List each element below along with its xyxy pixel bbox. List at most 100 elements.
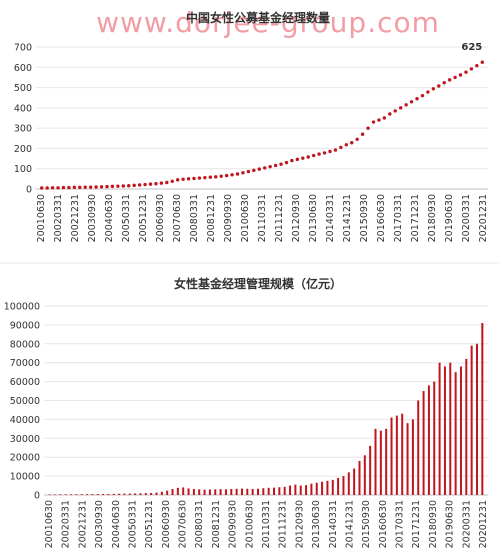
x-tick-label: 20201231 <box>478 500 489 548</box>
data-point <box>431 87 436 91</box>
data-point <box>252 168 256 173</box>
bar <box>48 494 51 496</box>
y-tick-label: 90000 <box>10 320 40 331</box>
data-point <box>344 143 349 147</box>
data-point <box>154 182 158 186</box>
data-point <box>99 185 104 189</box>
x-tick-label: 20110331 <box>257 194 268 242</box>
bar <box>80 494 83 495</box>
y-tick-label: 400 <box>14 103 32 114</box>
bar <box>267 487 270 495</box>
data-point <box>214 175 218 179</box>
bar <box>240 488 243 495</box>
bar <box>443 366 446 495</box>
bar <box>369 445 372 495</box>
data-point <box>203 175 207 180</box>
bar <box>224 489 227 495</box>
bar <box>331 479 334 495</box>
bar <box>118 493 121 495</box>
x-tick-label: 20080331 <box>189 194 200 242</box>
x-tick-label: 20170331 <box>395 500 406 548</box>
x-tick-label: 20090930 <box>228 500 239 548</box>
bar <box>454 372 457 495</box>
x-tick-label: 20040630 <box>104 194 115 242</box>
chart1-plot: 0 100 200 300 400 500 600 700 20010630 20020331 20… <box>14 42 489 242</box>
x-tick-label: 20080331 <box>194 500 205 548</box>
bar <box>70 494 73 495</box>
bar <box>422 391 425 495</box>
bar <box>59 494 62 495</box>
x-tick-label: 20081231 <box>206 194 217 242</box>
data-point <box>257 167 261 171</box>
y-tick-label: 80000 <box>10 339 40 350</box>
panel-divider <box>0 262 499 264</box>
x-tick-label: 20200331 <box>461 194 472 242</box>
bar <box>91 494 94 495</box>
bar <box>150 492 153 495</box>
x-tick-label: 20150930 <box>359 194 370 242</box>
data-point <box>45 186 49 190</box>
bar <box>256 488 259 495</box>
x-tick-label: 20180930 <box>427 194 438 242</box>
x-tick-label: 20171231 <box>411 500 422 548</box>
data-point <box>94 185 98 189</box>
x-tick-label: 20081231 <box>211 500 222 548</box>
data-point <box>355 137 359 141</box>
x-tick-label: 20141231 <box>342 194 353 242</box>
data-point <box>426 90 430 94</box>
bar <box>208 489 211 495</box>
y-tick-label: 600 <box>14 63 32 74</box>
bar <box>251 488 254 495</box>
data-point <box>50 186 55 190</box>
data-point <box>322 151 327 155</box>
bar <box>470 345 473 495</box>
data-point <box>350 141 354 145</box>
bar <box>54 494 57 496</box>
x-tick-label: 20160630 <box>376 194 387 242</box>
data-point <box>263 166 267 170</box>
bar <box>273 487 276 495</box>
data-point <box>56 186 60 190</box>
data-point <box>137 183 142 187</box>
chart2-title: 女性基金经理管理规模（亿元） <box>174 276 342 291</box>
bar <box>305 485 308 495</box>
bar <box>283 486 286 495</box>
bar <box>128 493 131 495</box>
x-tick-label: 20150930 <box>361 500 372 548</box>
data-point <box>159 181 164 185</box>
bar <box>358 460 361 495</box>
data-point <box>404 103 408 107</box>
x-tick-label: 20070630 <box>178 500 189 548</box>
x-tick-label: 20050331 <box>121 194 132 242</box>
x-tick-label: 20140331 <box>325 194 336 242</box>
data-point <box>284 160 289 165</box>
data-point <box>40 186 44 190</box>
data-point <box>393 109 397 113</box>
x-tick-label: 20111231 <box>278 500 289 548</box>
data-point <box>475 63 479 68</box>
data-point <box>170 179 174 183</box>
data-point <box>388 112 392 116</box>
y-tick-label: 200 <box>14 144 32 155</box>
bar <box>198 489 201 495</box>
bar <box>278 487 281 495</box>
y-tick-label: 40000 <box>10 415 40 426</box>
data-point <box>333 148 338 152</box>
data-point <box>105 184 109 189</box>
data-point <box>186 177 191 181</box>
x-tick-label: 20040630 <box>111 500 122 548</box>
x-tick-label: 20100630 <box>240 194 251 242</box>
data-point <box>121 184 126 188</box>
bar <box>182 487 185 495</box>
data-point <box>377 118 381 122</box>
y-tick-label: 30000 <box>10 434 40 445</box>
bar <box>427 385 430 495</box>
data-point <box>61 185 66 190</box>
x-tick-label: 20030930 <box>87 194 98 242</box>
bar <box>326 480 329 495</box>
y-tick-label: 70000 <box>10 358 40 369</box>
bar <box>475 343 478 495</box>
bar <box>176 487 179 495</box>
bar <box>406 423 409 495</box>
y-tick-label: 60000 <box>10 377 40 388</box>
